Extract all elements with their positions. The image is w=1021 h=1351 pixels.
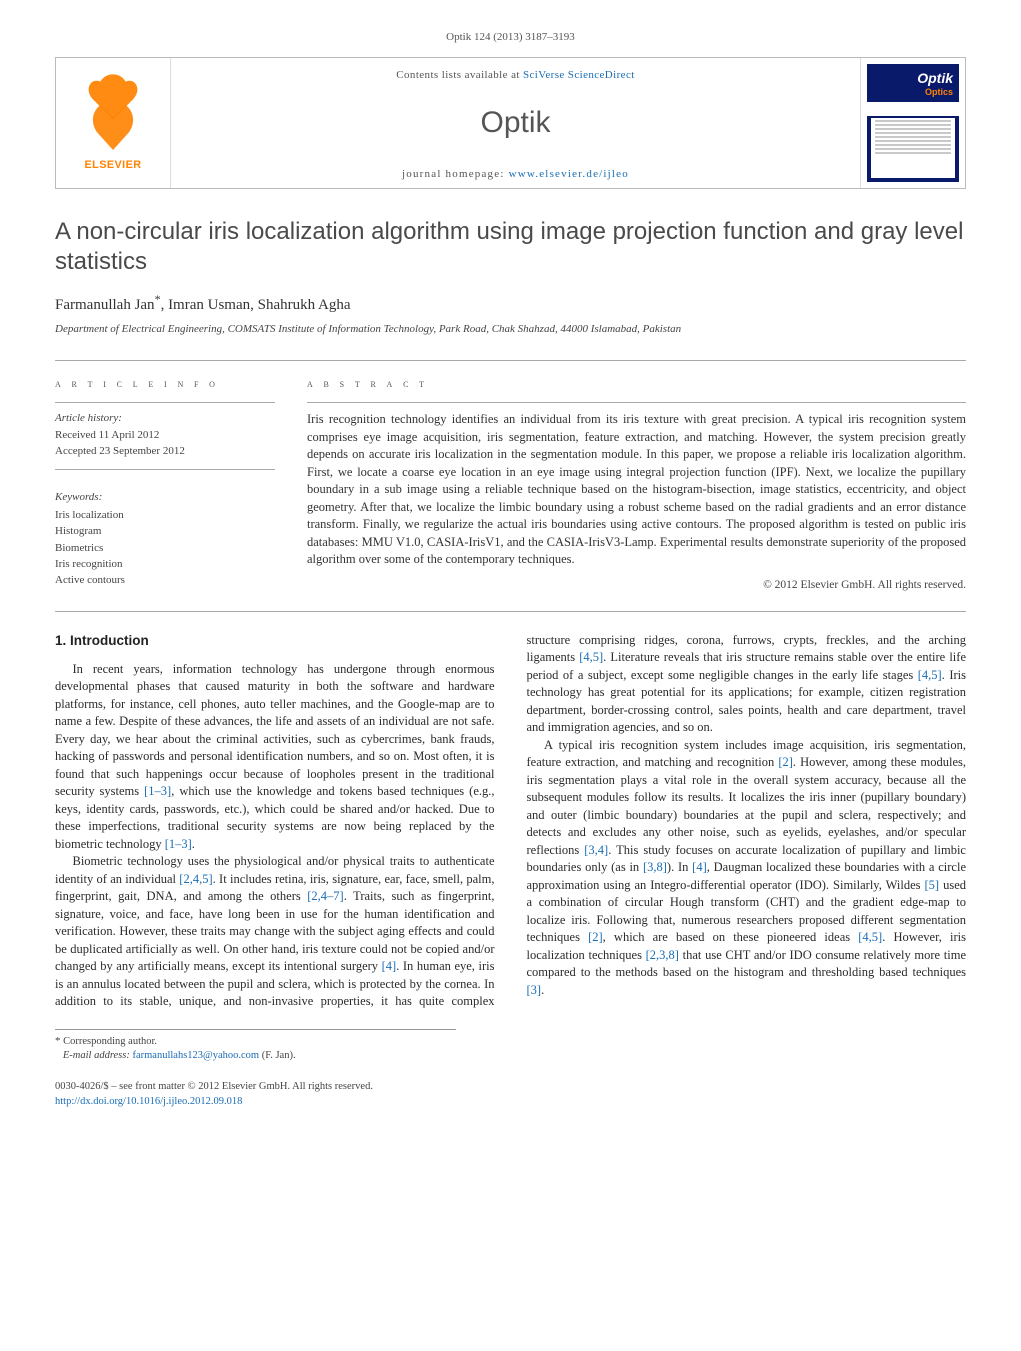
cover-cell: Optik Optics — [860, 58, 965, 188]
ref-link-38[interactable]: [3,8] — [643, 860, 667, 874]
ref-link-1-3a[interactable]: [1–3] — [144, 784, 171, 798]
homepage-line: journal homepage: www.elsevier.de/ijleo — [179, 167, 852, 182]
elsevier-logo: ELSEVIER — [68, 69, 158, 178]
body-p3-b: . However, among these modules, iris seg… — [527, 755, 967, 857]
footnote-block: * Corresponding author. E-mail address: … — [55, 1029, 456, 1064]
journal-reference: Optik 124 (2013) 3187–3193 — [55, 30, 966, 45]
ref-link-5[interactable]: [5] — [925, 878, 940, 892]
homepage-prefix: journal homepage: — [402, 168, 509, 180]
body-p1-a: In recent years, information technology … — [55, 662, 495, 799]
ref-link-45a[interactable]: [4,5] — [579, 650, 603, 664]
keyword-2: Histogram — [55, 524, 275, 539]
ref-link-2b[interactable]: [2] — [588, 930, 603, 944]
body-p3: A typical iris recognition system includ… — [527, 737, 967, 1000]
author-1: Farmanullah Jan — [55, 297, 155, 313]
article-history: Article history: Received 11 April 2012 … — [55, 411, 275, 459]
body-p1-c: . — [192, 837, 195, 851]
ref-link-4a[interactable]: [4] — [382, 959, 397, 973]
section-1-heading: 1. Introduction — [55, 632, 495, 651]
meta-row: a r t i c l e i n f o Article history: R… — [55, 360, 966, 593]
keyword-5: Active contours — [55, 573, 275, 588]
journal-title: Optik — [179, 102, 852, 144]
corresponding-label: Corresponding author. — [63, 1036, 157, 1047]
keyword-3: Biometrics — [55, 541, 275, 556]
email-label: E-mail address: — [63, 1050, 130, 1061]
email-line: E-mail address: farmanullahs123@yahoo.co… — [55, 1049, 456, 1064]
affiliation: Department of Electrical Engineering, CO… — [55, 322, 966, 337]
author-2: Imran Usman — [168, 297, 250, 313]
journal-header: ELSEVIER Contents lists available at Sci… — [55, 57, 966, 189]
cover-subtitle: Optics — [925, 86, 953, 99]
email-who: (F. Jan). — [262, 1050, 296, 1061]
section-separator — [55, 611, 966, 612]
body-p3-d: ). In — [667, 860, 692, 874]
journal-cover-thumbnail: Optik Optics — [867, 64, 959, 182]
keyword-4: Iris recognition — [55, 557, 275, 572]
abstract-heading: a b s t r a c t — [307, 377, 966, 392]
received-date: Received 11 April 2012 — [55, 428, 275, 443]
ref-link-34[interactable]: [3,4] — [584, 843, 608, 857]
article-info-heading: a r t i c l e i n f o — [55, 377, 275, 392]
authors-line: Farmanullah Jan*, Imran Usman, Shahrukh … — [55, 291, 966, 316]
page-footer: 0030-4026/$ – see front matter © 2012 El… — [55, 1080, 966, 1109]
abstract-text: Iris recognition technology identifies a… — [307, 411, 966, 569]
contents-line: Contents lists available at SciVerse Sci… — [179, 68, 852, 83]
journal-homepage-link[interactable]: www.elsevier.de/ijleo — [509, 168, 629, 180]
keyword-1: Iris localization — [55, 508, 275, 523]
accepted-date: Accepted 23 September 2012 — [55, 444, 275, 459]
sciencedirect-link[interactable]: SciVerse ScienceDirect — [523, 69, 635, 81]
article-body: 1. Introduction In recent years, informa… — [55, 632, 966, 1011]
corresponding-author-note: * Corresponding author. — [55, 1034, 456, 1050]
ref-link-45c[interactable]: [4,5] — [858, 930, 882, 944]
ref-link-245[interactable]: [2,4,5] — [179, 872, 212, 886]
ref-link-238[interactable]: [2,3,8] — [646, 948, 679, 962]
footnote-star-icon: * — [55, 1035, 61, 1047]
history-label: Article history: — [55, 411, 275, 426]
keywords-label: Keywords: — [55, 490, 275, 505]
contents-prefix: Contents lists available at — [396, 69, 523, 81]
ref-link-247[interactable]: [2,4–7] — [307, 889, 343, 903]
ref-link-45b[interactable]: [4,5] — [918, 668, 942, 682]
ref-link-1-3b[interactable]: [1–3] — [165, 837, 192, 851]
corresponding-email-link[interactable]: farmanullahs123@yahoo.com — [132, 1050, 259, 1061]
front-matter-line: 0030-4026/$ – see front matter © 2012 El… — [55, 1080, 966, 1095]
abstract-block: a b s t r a c t Iris recognition technol… — [307, 377, 966, 593]
body-p3-j: . — [541, 983, 544, 997]
publisher-name-text: ELSEVIER — [85, 159, 142, 171]
corresponding-marker-icon: * — [155, 292, 161, 306]
author-3: Shahrukh Agha — [258, 297, 351, 313]
doi-link[interactable]: http://dx.doi.org/10.1016/j.ijleo.2012.0… — [55, 1096, 242, 1107]
header-center: Contents lists available at SciVerse Sci… — [171, 58, 860, 188]
abstract-copyright: © 2012 Elsevier GmbH. All rights reserve… — [307, 577, 966, 593]
publisher-cell: ELSEVIER — [56, 58, 171, 188]
article-info-block: a r t i c l e i n f o Article history: R… — [55, 377, 275, 593]
ref-link-3[interactable]: [3] — [527, 983, 542, 997]
article-title: A non-circular iris localization algorit… — [55, 217, 966, 277]
body-p1: In recent years, information technology … — [55, 661, 495, 854]
ref-link-2a[interactable]: [2] — [778, 755, 793, 769]
ref-link-4b[interactable]: [4] — [692, 860, 707, 874]
body-p3-g: , which are based on these pioneered ide… — [603, 930, 859, 944]
